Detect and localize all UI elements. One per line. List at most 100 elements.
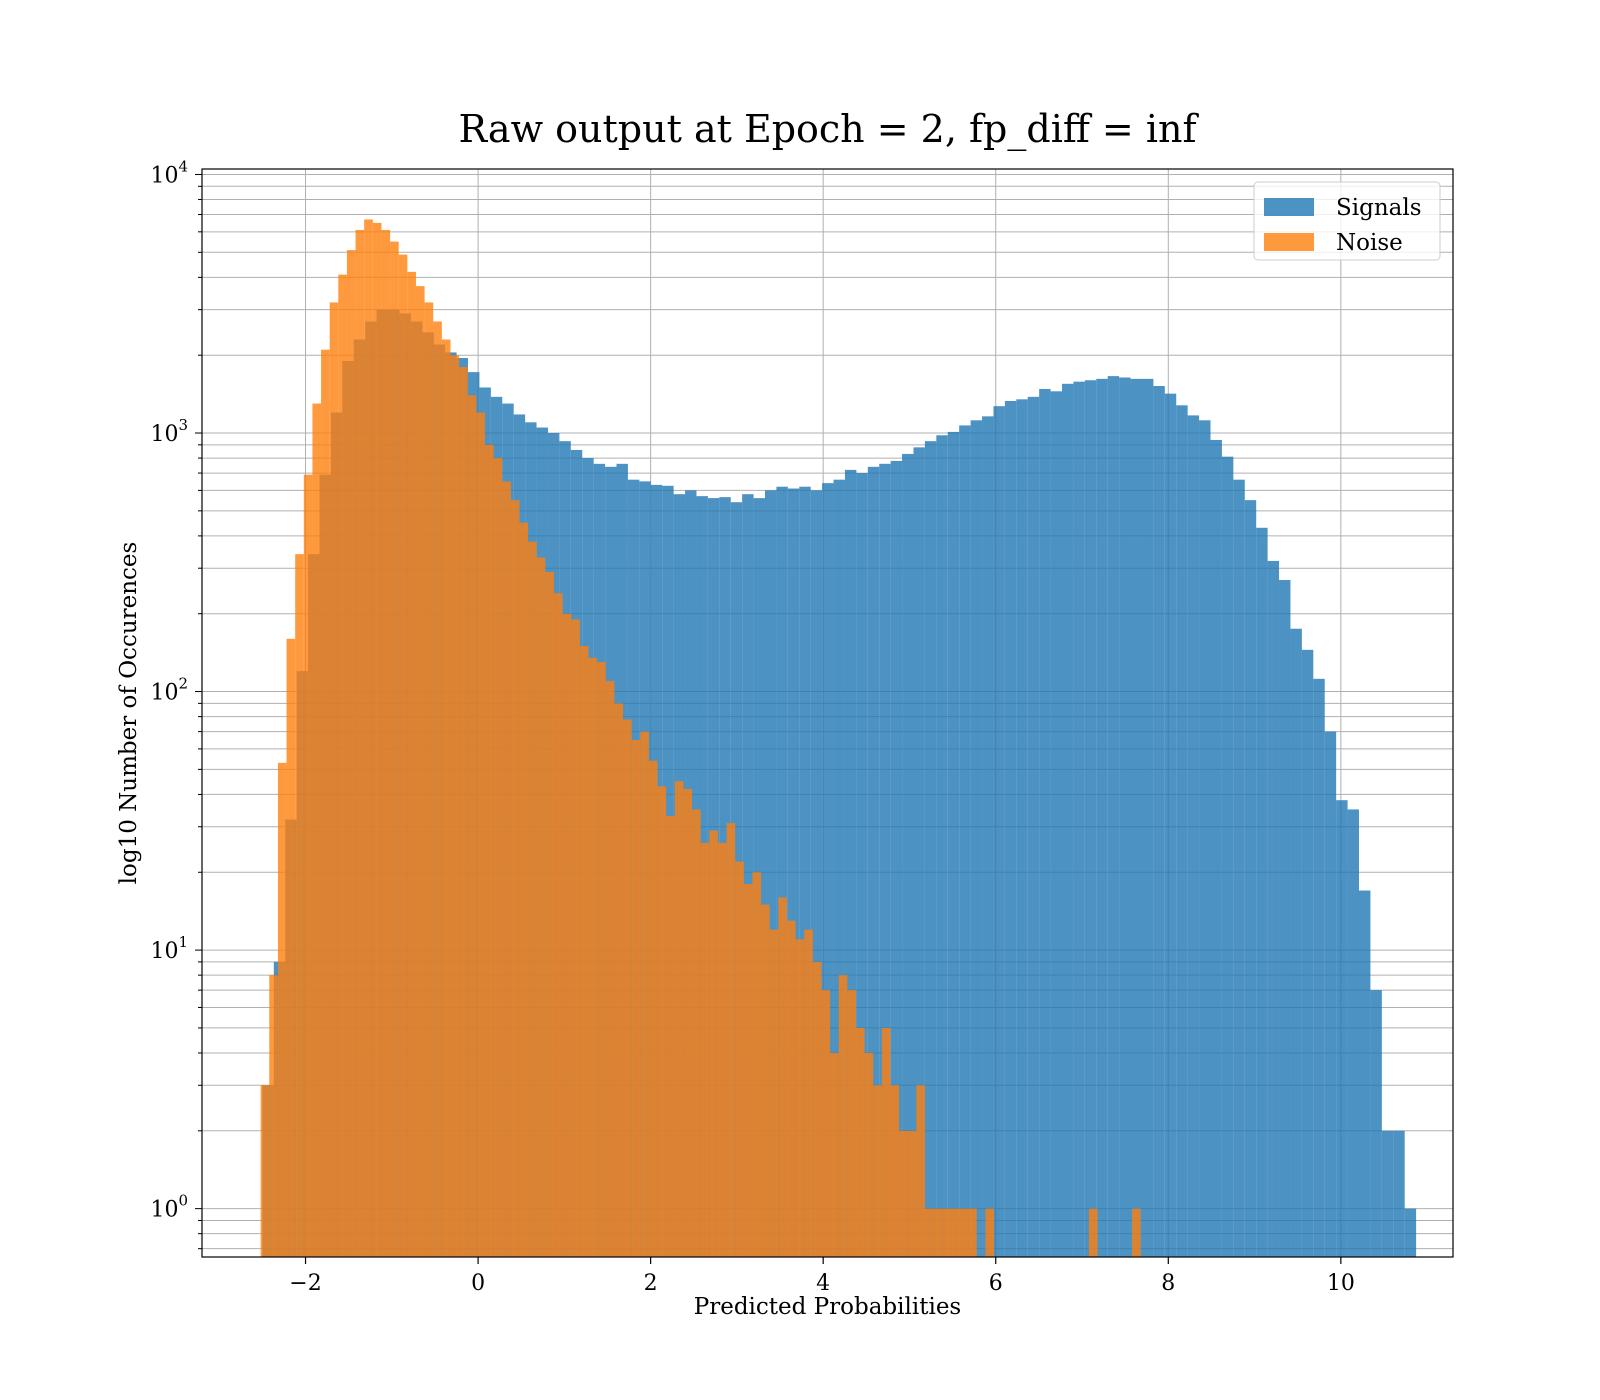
- histogram-bar: [528, 541, 537, 1257]
- legend-swatch-noise: [1264, 233, 1314, 251]
- histogram-bar: [1176, 405, 1188, 1257]
- histogram-bar: [1267, 560, 1280, 1257]
- legend: Signals Noise: [1253, 181, 1441, 261]
- histogram-bar: [1381, 1130, 1394, 1257]
- histogram-bar: [810, 490, 823, 1257]
- histogram-bar: [666, 816, 675, 1257]
- histogram-bar: [1130, 378, 1142, 1258]
- histogram-bar: [683, 788, 693, 1257]
- histogram-bar: [1153, 386, 1165, 1257]
- histogram-bar: [830, 1052, 839, 1257]
- x-tick-label: 10: [1327, 1271, 1355, 1296]
- y-axis-ticks: 100 101 102 103 104: [150, 157, 202, 1250]
- histogram-bar: [847, 990, 856, 1257]
- histogram-bar: [1199, 420, 1211, 1257]
- histogram-bar: [856, 473, 868, 1258]
- histogram-bar: [959, 1208, 969, 1257]
- histogram-bar: [933, 1208, 943, 1257]
- histogram-bar: [640, 731, 649, 1257]
- histogram-bar: [545, 572, 555, 1257]
- histogram-bar: [899, 1130, 908, 1257]
- histogram-bar: [787, 488, 800, 1257]
- chart-title: Raw output at Epoch = 2, fp_diff = inf: [458, 107, 1199, 152]
- histogram-bar: [761, 904, 770, 1257]
- histogram-bar: [1301, 649, 1314, 1257]
- histogram-bar: [648, 760, 658, 1257]
- histogram-bar: [844, 469, 857, 1257]
- histogram-bar: [674, 781, 684, 1257]
- histogram-bar: [959, 425, 971, 1258]
- histogram-bar: [1210, 439, 1222, 1258]
- histogram-bar: [554, 593, 563, 1257]
- histogram-bar: [1107, 376, 1120, 1257]
- histogram-bar: [484, 444, 494, 1258]
- histogram-bar: [433, 321, 442, 1257]
- legend-label-signals: Signals: [1336, 195, 1422, 221]
- x-axis-label: Predicted Probabilities: [694, 1294, 962, 1320]
- histogram-bar: [631, 739, 641, 1257]
- histogram-bar: [936, 435, 948, 1258]
- histogram-bar: [286, 638, 296, 1257]
- histogram-bar: [709, 830, 718, 1257]
- histogram-bar: [993, 406, 1005, 1257]
- histogram-bar: [407, 271, 416, 1257]
- histogram-bar: [441, 339, 451, 1257]
- histogram-bar: [812, 961, 822, 1257]
- x-axis-ticks: −2 0 2 4 6 8 10: [289, 1257, 1355, 1296]
- y-tick-label: 101: [150, 933, 188, 964]
- histogram-bar: [924, 441, 937, 1257]
- histogram-bar: [459, 367, 468, 1257]
- histogram-bar: [467, 395, 477, 1257]
- y-tick-label: 103: [150, 416, 188, 447]
- histogram-bar: [890, 1085, 900, 1257]
- histogram-bar: [717, 842, 727, 1257]
- histogram-bar: [1132, 1208, 1141, 1257]
- histogram-bar: [1088, 1208, 1098, 1257]
- histogram-bar: [950, 1208, 960, 1257]
- histogram-bar: [1313, 678, 1325, 1257]
- histogram-bar: [605, 680, 615, 1257]
- histogram-bar: [700, 842, 710, 1257]
- histogram-bar: [381, 229, 391, 1258]
- plot-frame: [201, 168, 1454, 1258]
- histogram-bar: [752, 872, 762, 1257]
- histogram-bar: [493, 458, 503, 1257]
- histogram-bar: [536, 557, 546, 1257]
- histogram-bar: [726, 823, 736, 1257]
- histogram-bar: [881, 1027, 891, 1257]
- histogram-bar: [867, 466, 880, 1257]
- histogram-bar: [312, 403, 322, 1257]
- histogram-bar: [1256, 527, 1268, 1257]
- histogram-bar: [1039, 388, 1051, 1257]
- histogram-bar: [450, 355, 460, 1257]
- histogram-bar: [778, 897, 787, 1257]
- histogram-bar: [795, 939, 805, 1257]
- histogram-bar: [364, 219, 373, 1257]
- histogram-bar: [1221, 456, 1234, 1258]
- histogram-bar: [614, 703, 624, 1257]
- histogram-bar: [833, 479, 845, 1257]
- histogram-bar: [942, 1208, 951, 1257]
- histogram-bar: [1164, 393, 1177, 1258]
- histogram-bar: [355, 229, 365, 1258]
- histogram-bar: [799, 486, 811, 1257]
- histogram-bar: [1027, 396, 1040, 1258]
- histogram-bar: [269, 975, 278, 1257]
- histogram-bar: [519, 522, 529, 1257]
- histogram-bar: [579, 646, 589, 1257]
- histogram-bar: [1370, 990, 1382, 1257]
- histogram-bar: [571, 619, 580, 1257]
- histogram-bar: [879, 463, 891, 1257]
- x-tick-label: 6: [989, 1271, 1003, 1296]
- bars-layer: [260, 219, 1417, 1258]
- histogram-bar: [424, 302, 434, 1257]
- histogram-bar: [415, 286, 425, 1257]
- y-tick-label: 104: [150, 157, 188, 188]
- histogram-bar: [916, 1085, 925, 1257]
- histogram-bar: [1244, 500, 1257, 1257]
- histogram-bar: [735, 861, 744, 1257]
- histogram-bar: [838, 975, 848, 1257]
- legend-swatch-signals: [1264, 198, 1314, 216]
- histogram-bar: [1347, 809, 1359, 1257]
